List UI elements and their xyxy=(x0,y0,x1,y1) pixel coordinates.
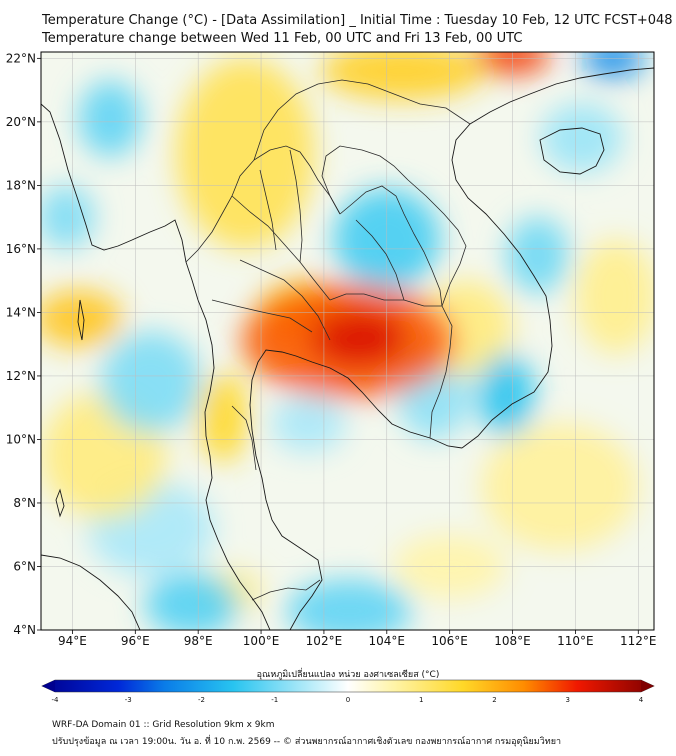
longitude-tick-label: 108°E xyxy=(494,634,531,648)
country-borders xyxy=(185,79,471,601)
latitude-tick-label: 16°N xyxy=(6,242,36,256)
latitude-tick-label: 12°N xyxy=(6,369,36,383)
colorbar-tick-label: 3 xyxy=(566,696,570,704)
longitude-tick-label: 102°E xyxy=(306,634,343,648)
cool-anomaly-region xyxy=(540,102,623,173)
longitude-tick-label: 110°E xyxy=(557,634,594,648)
latitude-tick-label: 20°N xyxy=(6,115,36,129)
warm-anomaly-region xyxy=(320,52,485,100)
coastlines xyxy=(41,67,654,630)
longitude-tick-label: 106°E xyxy=(431,634,468,648)
colorbar-under-arrow xyxy=(42,680,55,692)
cool-anomaly-region xyxy=(286,579,412,630)
latitude-tick-label: 14°N xyxy=(6,305,36,319)
colorbar-tick-label: 2 xyxy=(492,696,496,704)
colorbar-tick-label: 4 xyxy=(639,696,644,704)
cool-anomaly-region xyxy=(41,185,95,249)
warm-anomaly-region xyxy=(311,309,406,367)
latitude-tick-label: 6°N xyxy=(13,559,36,573)
graticule xyxy=(41,52,654,630)
longitude-tick-label: 98°E xyxy=(184,634,213,648)
footer-update-info: ปรับปรุงข้อมูล ณ เวลา 19:00น. วัน อ. ที่… xyxy=(52,737,562,747)
longitude-tick-label: 96°E xyxy=(121,634,150,648)
cool-anomaly-region xyxy=(100,331,202,434)
latitude-tick-label: 4°N xyxy=(13,623,36,637)
longitude-tick-label: 94°E xyxy=(58,634,87,648)
longitude-axis: 94°E 96°E 98°E 100°E 102°E 104°E 106°E 108°E 110… xyxy=(58,630,657,648)
colorbar-title: อุณหภูมิเปลี่ยนแปลง หน่วย องศาเซลเซียส (… xyxy=(257,667,440,680)
warm-anomaly-region xyxy=(176,58,315,249)
longitude-tick-label: 100°E xyxy=(243,634,280,648)
map-frame xyxy=(40,51,655,631)
warm-anomaly-region xyxy=(198,372,249,462)
colorbar-tick-label: -2 xyxy=(198,696,205,704)
latitude-tick-label: 18°N xyxy=(6,178,36,192)
warm-anomaly-region xyxy=(575,239,654,354)
chart-subtitle: Temperature change between Wed 11 Feb, 0… xyxy=(42,31,523,46)
colorbar-tick-label: 0 xyxy=(346,696,350,704)
colorbar-tick-label: -1 xyxy=(271,696,278,704)
longitude-tick-label: 104°E xyxy=(369,634,406,648)
map-plot-area xyxy=(41,52,654,630)
cool-anomaly-region xyxy=(270,394,346,453)
latitude-tick-label: 22°N xyxy=(6,51,36,65)
warm-anomaly-region xyxy=(41,290,123,348)
latitude-tick-label: 10°N xyxy=(6,432,36,446)
cool-anomaly-region xyxy=(477,353,535,437)
colorbar-tick-label: 1 xyxy=(419,696,423,704)
cool-anomaly-region xyxy=(506,217,570,294)
warm-anomaly-region xyxy=(481,423,639,551)
cool-anomaly-region xyxy=(144,572,240,630)
colorbar-strip xyxy=(41,679,655,693)
chart-title: Temperature Change (°C) - [Data Assimila… xyxy=(42,13,673,28)
colorbar-tick-label: -3 xyxy=(125,696,132,704)
cool-anomaly-region xyxy=(78,80,142,157)
latitude-axis: 4°N 6°N 8°N 10°N 12°N 14°N 16°N 18°N 20°N 22°N xyxy=(6,51,41,637)
longitude-tick-label: 112°E xyxy=(620,634,657,648)
colorbar-over-arrow xyxy=(641,680,654,692)
footer-model-info: WRF-DA Domain 01 :: Grid Resolution 9km … xyxy=(52,720,275,730)
colorbar-tick-label: -4 xyxy=(52,696,60,704)
latitude-tick-label: 8°N xyxy=(13,496,36,510)
colorbar: อุณหภูมิเปลี่ยนแปลง หน่วย องศาเซลเซียส (… xyxy=(41,667,655,704)
